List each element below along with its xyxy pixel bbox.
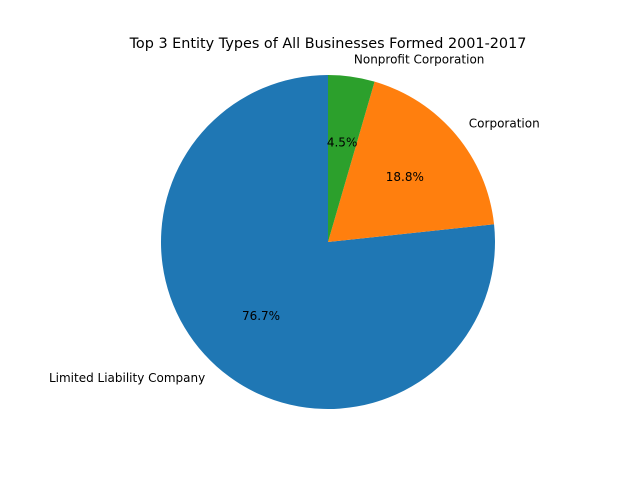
slice-label-nonprofit-corporation: Nonprofit Corporation: [354, 53, 485, 67]
slice-percent-limited-liability-company: 76.7%: [242, 309, 280, 323]
pie-labels: Limited Liability Company 76.7% Corporatio…: [49, 53, 540, 386]
pie-slices: [160, 75, 495, 410]
chart-title: Top 3 Entity Types of All Businesses For…: [129, 36, 527, 52]
slice-percent-corporation: 18.8%: [386, 170, 424, 184]
pie-slice-nonprofit-corporation: [328, 75, 375, 242]
pie-slice-limited-liability-company: [160, 75, 495, 410]
pie-slice-corporation: [328, 81, 495, 242]
slice-label-corporation: Corporation: [469, 117, 540, 131]
slice-percent-nonprofit-corporation: 4.5%: [327, 135, 358, 149]
slice-label-limited-liability-company: Limited Liability Company: [49, 371, 205, 385]
